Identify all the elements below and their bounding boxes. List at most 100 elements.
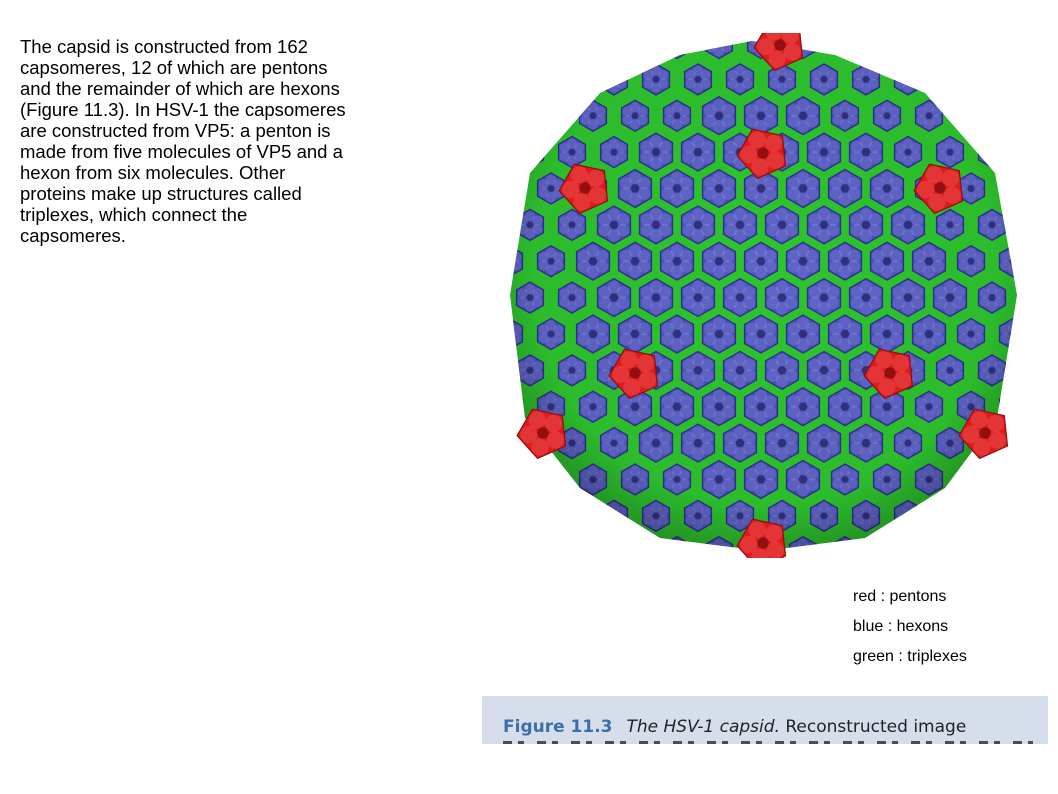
- hexon-subunit: [601, 506, 612, 517]
- hexon-subunit: [1000, 41, 1011, 44]
- hexon-subunit: [510, 482, 515, 494]
- hexon-subunit: [505, 106, 507, 116]
- hexon-channel: [510, 112, 513, 120]
- hexon-subunit: [595, 41, 606, 44]
- hexon-body: [620, 41, 650, 60]
- capsid-image: [505, 33, 1026, 558]
- penton-subunit: [970, 411, 988, 429]
- penton-body: [558, 163, 609, 215]
- hexon-body: [998, 99, 1017, 132]
- hexon: [914, 33, 944, 60]
- penton-subunit: [765, 524, 783, 542]
- hexon-subunit: [566, 519, 578, 530]
- hexon-body: [956, 41, 986, 60]
- hexon-subunit: [952, 70, 963, 81]
- hexon-channel: [946, 75, 954, 83]
- penton-body: [958, 408, 1009, 460]
- hexon-subunit: [791, 551, 801, 558]
- hexon-subunit: [1007, 393, 1017, 404]
- hexon-subunit: [798, 556, 808, 558]
- hexon-channel: [510, 41, 513, 47]
- hexon-subunit: [973, 551, 983, 558]
- hexon-subunit: [1022, 515, 1026, 525]
- hexon-subunit: [545, 482, 557, 494]
- penton-channel: [757, 537, 769, 549]
- hexon-subunit: [1022, 297, 1026, 307]
- hexon-subunit: [882, 556, 892, 558]
- hexon-body: [1021, 137, 1026, 168]
- hexon-subunit: [553, 542, 564, 551]
- hexon-subunit: [994, 151, 1005, 162]
- hexon: [510, 172, 524, 205]
- hexon-subunit: [679, 551, 689, 558]
- hexon-subunit: [595, 542, 606, 551]
- hexon-subunit: [1022, 143, 1026, 153]
- hexon-channel: [510, 548, 513, 551]
- hexon-subunit: [511, 106, 522, 117]
- hexon-subunit: [1015, 478, 1017, 489]
- hexon-subunit: [958, 470, 969, 481]
- hexon-subunit: [1000, 542, 1011, 551]
- hexon-subunit: [924, 33, 934, 40]
- hexon-subunit: [958, 542, 969, 551]
- hexon-body: [935, 499, 965, 533]
- penton-subunit: [987, 414, 1005, 432]
- hexon-body: [1021, 209, 1026, 240]
- hexon-subunit: [524, 82, 536, 93]
- hexon: [515, 499, 545, 533]
- hexon-subunit: [629, 46, 641, 57]
- penton-subunit: [962, 425, 980, 444]
- hexon-subunit: [973, 42, 984, 53]
- hexon-subunit: [840, 33, 850, 40]
- hexon: [956, 463, 986, 496]
- hexon-body: [977, 63, 1007, 96]
- penton-channel: [537, 427, 549, 439]
- hexon-subunit: [517, 70, 528, 81]
- hexon-channel: [510, 185, 513, 192]
- hexon-body: [536, 463, 566, 496]
- hexon-subunit: [665, 551, 675, 558]
- hexon-subunit: [524, 519, 536, 530]
- hexon-body: [956, 463, 986, 496]
- hexon-subunit: [958, 106, 969, 117]
- hexon-channel: [715, 41, 723, 47]
- hexon-subunit: [916, 41, 927, 44]
- hexon-channel: [904, 75, 912, 83]
- hexon-subunit: [1015, 114, 1017, 126]
- hexon-subunit: [714, 33, 724, 40]
- hexon-subunit: [1022, 434, 1026, 444]
- penton-subunit: [943, 186, 961, 204]
- hexon-subunit: [510, 192, 515, 203]
- hexon-subunit: [505, 33, 514, 40]
- hexon-subunit: [532, 151, 543, 162]
- hexon: [536, 41, 566, 60]
- hexon-channel: [1009, 112, 1017, 120]
- hexon-subunit: [1015, 106, 1017, 117]
- hexon-subunit: [566, 82, 578, 93]
- hexon-subunit: [931, 542, 942, 551]
- hexon: [977, 63, 1007, 96]
- hexon-subunit: [1007, 538, 1017, 549]
- hexon-subunit: [944, 82, 956, 93]
- hexon: [510, 390, 524, 423]
- penton-subunit: [782, 33, 800, 44]
- hexon: [515, 63, 545, 96]
- penton-subunit: [570, 166, 588, 184]
- hexon-subunit: [553, 470, 564, 481]
- hexon-channel: [841, 548, 849, 551]
- hexon-subunit: [889, 542, 900, 551]
- hexon-subunit: [1000, 114, 1011, 126]
- hexon-body: [1021, 355, 1026, 386]
- hexon-subunit: [973, 114, 984, 126]
- penton-subunit: [740, 535, 758, 554]
- hexon-subunit: [931, 42, 942, 53]
- hexon-subunit: [679, 542, 690, 551]
- penton-subunit: [893, 371, 911, 389]
- hexon-subunit: [545, 102, 557, 113]
- hexon-subunit: [923, 46, 935, 57]
- hexon: [510, 535, 524, 551]
- hexon-subunit: [994, 142, 1005, 153]
- hexon-subunit: [532, 70, 543, 81]
- hexon: [998, 41, 1017, 60]
- hexon-subunit: [601, 515, 612, 526]
